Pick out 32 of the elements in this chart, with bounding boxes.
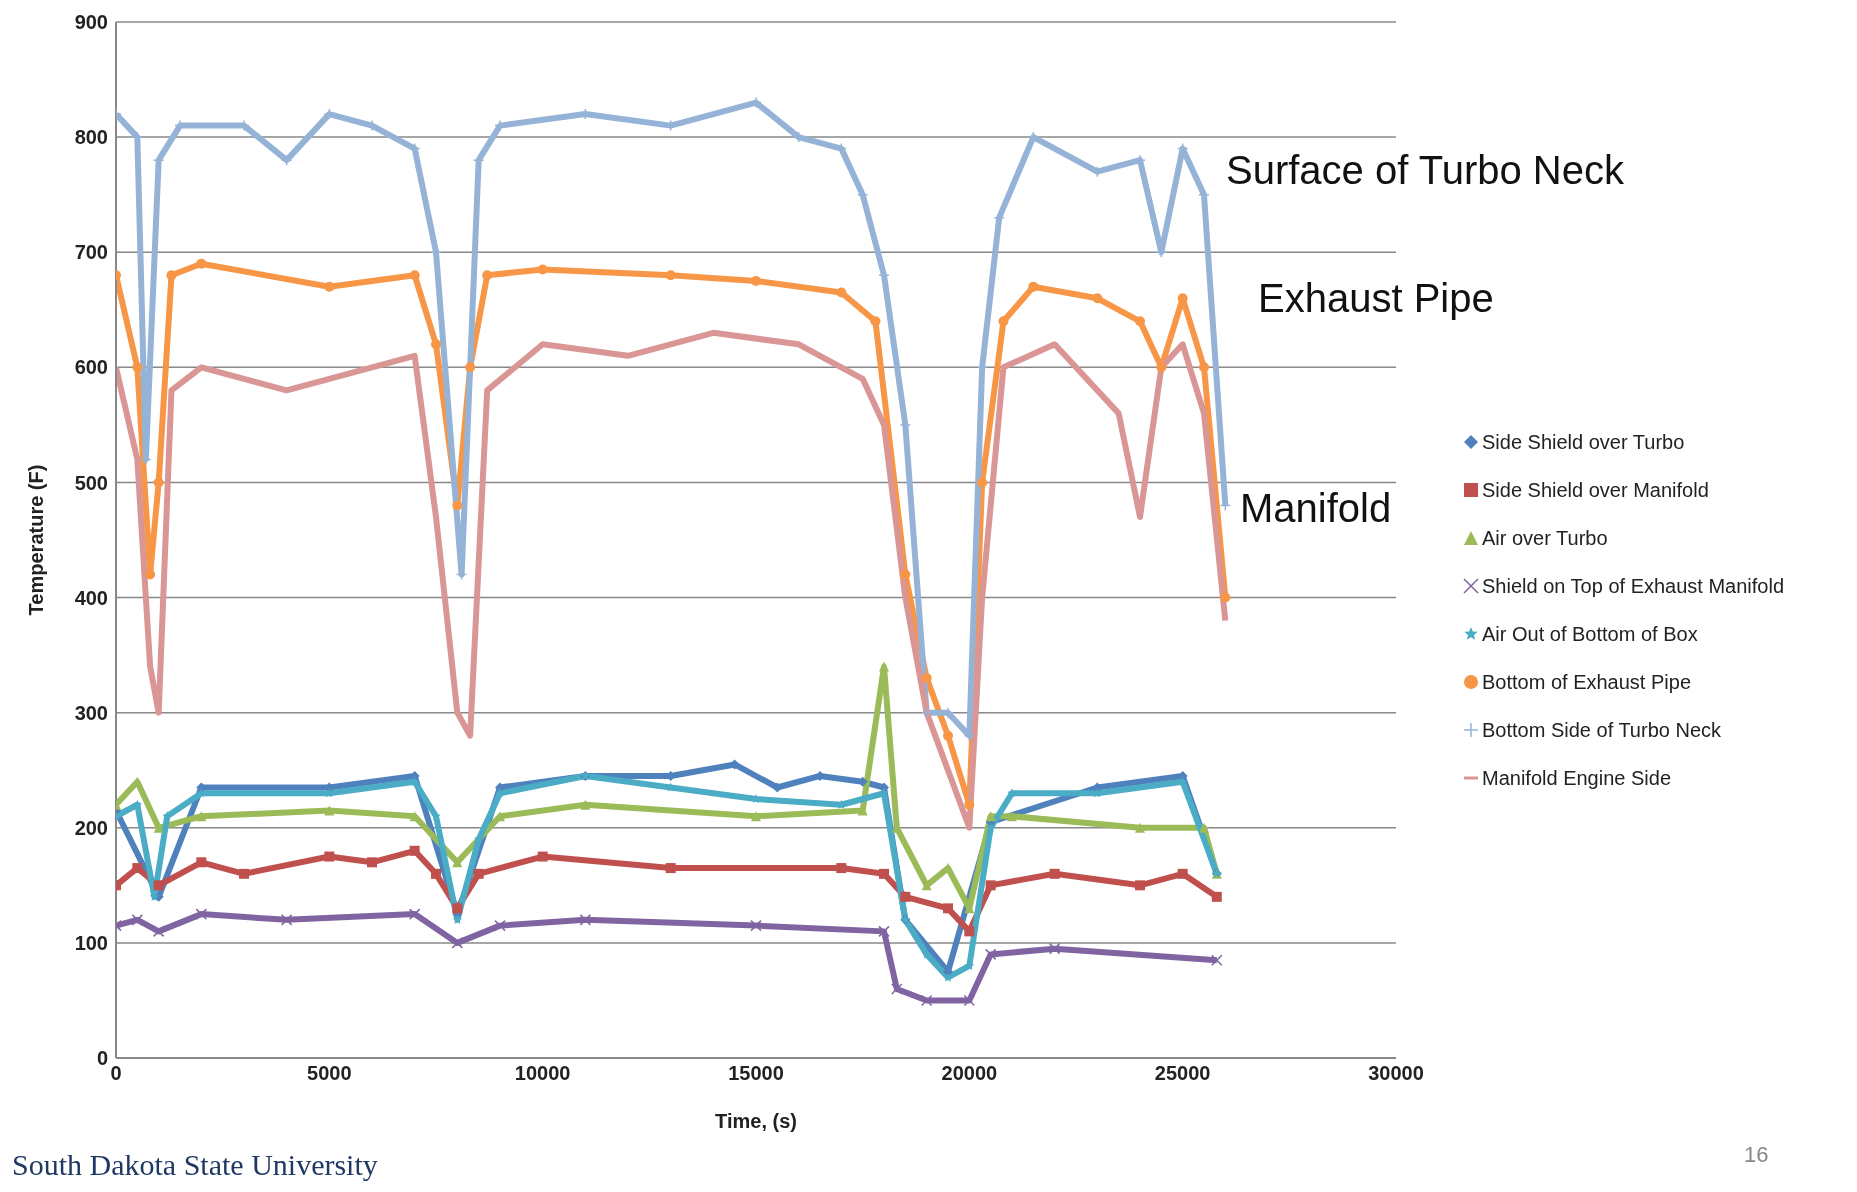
y-tick-label: 900	[74, 11, 108, 34]
annotation: Exhaust Pipe	[1258, 276, 1494, 321]
legend-label: Side Shield over Turbo	[1482, 430, 1685, 454]
x-tick-label: 10000	[514, 1062, 571, 1085]
text: South Dakota State University	[12, 1148, 378, 1182]
y-tick-label: 300	[74, 701, 108, 724]
y-tick-label: 0	[96, 1047, 108, 1070]
annotation: Manifold	[1240, 486, 1392, 531]
annotation: Surface of Turbo Neck	[1226, 148, 1624, 193]
x-tick-label: 25000	[1154, 1062, 1211, 1085]
x-tick-label: 30000	[1368, 1062, 1424, 1085]
y-tick-label: 100	[74, 931, 108, 954]
legend-label: Bottom Side of Turbo Neck	[1482, 718, 1722, 742]
x-tick-label: 20000	[941, 1062, 998, 1085]
y-axis-title: Temperature (F)	[25, 464, 48, 616]
legend-label: Air Out of Bottom of Box	[1482, 622, 1698, 646]
legend-label: Bottom of Exhaust Pipe	[1482, 670, 1692, 694]
y-tick-label: 400	[74, 586, 108, 609]
x-axis-title: Time, (s)	[715, 1110, 797, 1132]
legend-label: Shield on Top of Exhaust Manifold	[1482, 574, 1785, 598]
legend-label: Manifold Engine Side	[1482, 766, 1672, 790]
x-tick-label: 15000	[728, 1062, 784, 1085]
y-tick-label: 700	[74, 241, 108, 264]
legend-label: Side Shield over Manifold	[1482, 478, 1709, 502]
x-tick-label: 5000	[307, 1062, 352, 1085]
y-tick-label: 500	[74, 471, 108, 494]
text: 16	[1744, 1142, 1769, 1168]
y-tick-label: 600	[74, 356, 108, 379]
y-tick-label: 200	[74, 816, 108, 839]
x-tick-label: 0	[110, 1062, 122, 1085]
legend-label: Air over Turbo	[1482, 526, 1608, 550]
y-tick-label: 800	[74, 126, 108, 149]
